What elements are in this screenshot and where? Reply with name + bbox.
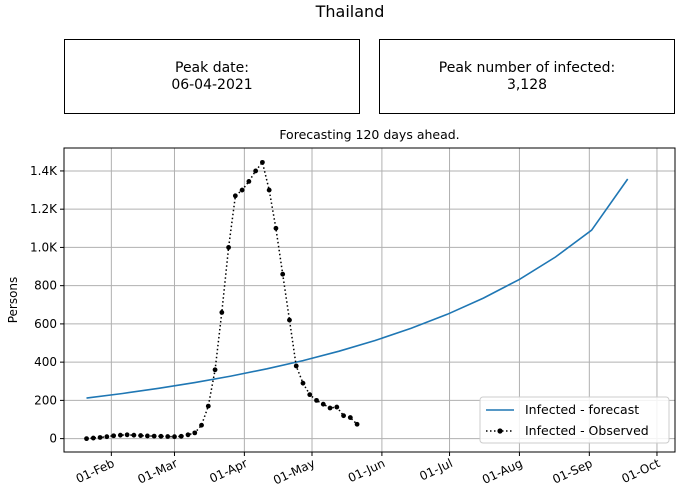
x-tick-label: 01-Apr [207,456,249,486]
y-tick-label: 400 [34,355,57,369]
x-tick-label: 01-Feb [74,456,117,486]
legend-observed-label: Infected - Observed [525,423,649,438]
figure-title: Thailand [315,2,385,21]
observed-point [151,433,157,439]
observed-point [341,413,346,419]
x-tick-label: 01-Jul [417,456,454,483]
observed-point [226,245,231,250]
observed-point [199,422,204,428]
observed-point [172,434,177,440]
observed-point [273,225,279,231]
peak-date-box: Peak date: 06-04-2021 [64,39,360,114]
observed-point [266,187,272,193]
observed-point [131,432,137,438]
observed-point [178,433,184,439]
observed-point [145,433,150,439]
peak-number-box: Peak number of infected: 3,128 [379,39,675,114]
observed-point [205,403,211,409]
observed-point [90,435,96,441]
observed-point [253,168,259,174]
observed-point [300,380,306,386]
observed-point [138,433,144,438]
observed-point [246,179,252,184]
y-tick-label: 1.4K [30,164,58,178]
x-tick-label: 01-May [271,456,317,487]
observed-line [86,160,358,440]
observed-point [212,367,218,373]
observed-point [280,271,286,277]
observed-point [334,404,340,410]
peak-date-label: Peak date: [175,59,249,76]
peak-number-value: 3,128 [506,76,548,93]
peak-number-label: Peak number of infected: [438,59,616,76]
plot-frame [63,147,676,453]
observed-point [124,432,130,438]
y-tick-label: 600 [34,317,57,331]
observed-point [260,159,265,165]
observed-point [158,433,164,439]
y-axis-label: Persons [6,277,20,324]
observed-point [293,363,299,369]
observed-point [327,405,333,411]
observed-point [287,317,292,323]
x-tick-label: 01-Mar [136,456,180,487]
observed-point [104,434,110,440]
x-tick-label: 01-Sep [550,456,594,487]
observed-point [165,434,171,439]
observed-point [232,193,238,199]
y-tick-label: 0 [49,432,57,446]
observed-point [192,430,198,436]
x-tick-label: 01-Oct [619,456,662,486]
observed-point [354,421,360,427]
observed-point [97,435,103,440]
observed-point [239,187,245,193]
observed-point [219,310,225,315]
y-tick-label: 800 [34,279,57,293]
observed-point [320,401,326,407]
legend-box [479,396,670,444]
observed-point [111,433,117,439]
observed-point [117,432,123,438]
x-tick-label: 01-Aug [480,456,525,487]
y-tick-label: 1.0K [30,240,58,254]
peak-date-value: 06-04-2021 [171,76,253,93]
y-tick-label: 200 [34,393,57,407]
observed-point [84,436,89,442]
observed-point [347,415,353,420]
chart-subtitle: Forecasting 120 days ahead. [279,127,460,142]
x-tick-label: 01-Jun [346,456,387,485]
y-tick-label: 1.2K [30,202,58,216]
observed-point [185,432,191,438]
forecast-line [86,178,629,399]
observed-point [307,392,313,398]
observed-point [314,397,319,403]
legend-forecast-label: Infected - forecast [525,402,639,417]
legend-observed-marker [497,428,503,434]
